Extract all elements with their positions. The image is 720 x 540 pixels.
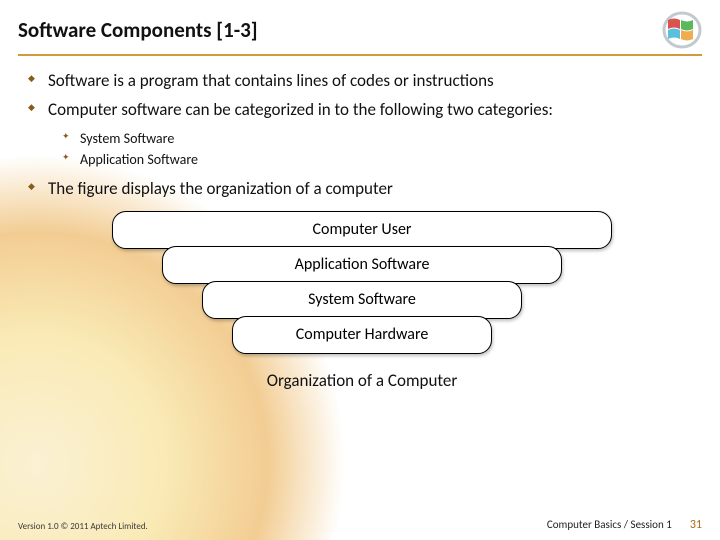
diagram-layer: System Software xyxy=(202,281,522,319)
footer-session: Computer Basics / Session 1 xyxy=(547,518,672,531)
diagram-layer: Computer User xyxy=(112,211,612,249)
bullet-list: Software is a program that contains line… xyxy=(26,70,698,122)
slide-footer: Version 1.0 © 2011 Aptech Limited. Compu… xyxy=(0,518,720,532)
bullet-item: Software is a program that contains line… xyxy=(26,70,698,93)
bullet-list: The figure displays the organization of … xyxy=(26,178,698,201)
diagram-layer: Computer Hardware xyxy=(232,316,492,354)
slide-body: Software is a program that contains line… xyxy=(18,70,702,391)
sub-bullet-item: System Software xyxy=(62,128,698,149)
organization-diagram: Computer User Application Software Syste… xyxy=(102,211,622,391)
bullet-item: The figure displays the organization of … xyxy=(26,178,698,201)
bullet-item: Computer software can be categorized in … xyxy=(26,99,698,122)
footer-version: Version 1.0 © 2011 Aptech Limited. xyxy=(18,521,148,532)
diagram-layer: Application Software xyxy=(162,246,562,284)
sub-bullet-item: Application Software xyxy=(62,149,698,170)
diagram-caption: Organization of a Computer xyxy=(102,370,622,391)
page-title: Software Components [1-3] xyxy=(18,17,258,43)
title-row: Software Components [1-3] xyxy=(18,10,702,56)
windows-flag-icon xyxy=(658,10,702,50)
slide: Software Components [1-3] Software is a … xyxy=(0,0,720,540)
sub-bullet-list: System Software Application Software xyxy=(62,128,698,170)
page-number: 31 xyxy=(690,518,702,532)
